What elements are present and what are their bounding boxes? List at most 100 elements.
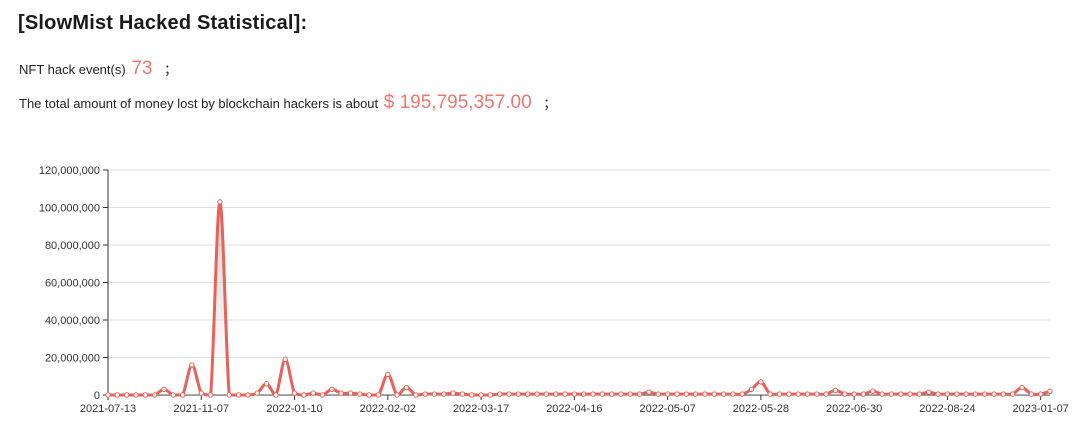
data-point[interactable] xyxy=(375,392,382,398)
data-point[interactable] xyxy=(758,379,764,385)
data-point[interactable] xyxy=(898,391,904,397)
data-point[interactable] xyxy=(142,392,149,398)
data-point[interactable] xyxy=(235,392,242,398)
data-point[interactable] xyxy=(338,390,344,396)
data-point[interactable] xyxy=(394,392,400,398)
data-point[interactable] xyxy=(525,391,531,397)
data-point[interactable] xyxy=(413,392,419,398)
data-point[interactable] xyxy=(170,392,176,398)
data-point[interactable] xyxy=(441,391,447,397)
data-point[interactable] xyxy=(403,384,410,391)
data-point[interactable] xyxy=(301,392,307,398)
data-point[interactable] xyxy=(1028,391,1035,397)
data-point[interactable] xyxy=(599,391,606,397)
data-point[interactable] xyxy=(730,391,736,397)
data-point[interactable] xyxy=(1047,388,1053,394)
data-point[interactable] xyxy=(674,391,680,397)
data-point[interactable] xyxy=(711,391,717,397)
data-point[interactable] xyxy=(123,392,130,398)
data-point[interactable] xyxy=(347,390,354,396)
data-point[interactable] xyxy=(926,389,932,395)
data-point[interactable] xyxy=(282,356,288,363)
data-point[interactable] xyxy=(991,391,997,397)
data-point[interactable] xyxy=(1037,391,1044,397)
data-point[interactable] xyxy=(702,391,708,397)
data-point[interactable] xyxy=(459,391,466,397)
data-point[interactable] xyxy=(552,391,559,397)
data-point[interactable] xyxy=(683,391,689,397)
data-point[interactable] xyxy=(870,388,876,394)
data-point[interactable] xyxy=(543,391,550,397)
data-point[interactable] xyxy=(692,391,699,397)
data-point[interactable] xyxy=(776,391,783,397)
data-point[interactable] xyxy=(562,391,568,397)
data-point[interactable] xyxy=(207,392,214,398)
data-point[interactable] xyxy=(1009,391,1016,397)
data-point[interactable] xyxy=(646,389,652,395)
data-point[interactable] xyxy=(860,391,867,397)
data-point[interactable] xyxy=(497,391,503,397)
data-point[interactable] xyxy=(664,391,671,397)
data-point[interactable] xyxy=(487,392,494,398)
data-point[interactable] xyxy=(385,371,391,378)
data-point[interactable] xyxy=(245,392,251,398)
data-point[interactable] xyxy=(329,386,335,393)
data-point[interactable] xyxy=(273,392,279,398)
data-point[interactable] xyxy=(879,391,885,397)
data-point[interactable] xyxy=(422,391,428,397)
data-point[interactable] xyxy=(842,391,848,397)
data-point[interactable] xyxy=(982,391,988,397)
data-point[interactable] xyxy=(590,391,596,397)
data-point[interactable] xyxy=(431,391,438,397)
data-point[interactable] xyxy=(627,391,633,397)
data-point[interactable] xyxy=(114,392,121,398)
data-point[interactable] xyxy=(851,391,857,397)
data-point[interactable] xyxy=(888,391,895,397)
data-point[interactable] xyxy=(972,391,979,397)
data-point[interactable] xyxy=(450,390,456,396)
data-point[interactable] xyxy=(179,392,186,398)
data-point[interactable] xyxy=(366,392,372,398)
data-point[interactable] xyxy=(963,391,969,397)
data-point[interactable] xyxy=(795,391,801,397)
data-point[interactable] xyxy=(310,390,316,396)
data-point[interactable] xyxy=(534,391,540,397)
data-point[interactable] xyxy=(786,391,792,397)
data-point[interactable] xyxy=(198,390,204,396)
data-point[interactable] xyxy=(357,391,363,397)
data-point[interactable] xyxy=(151,392,158,398)
data-point[interactable] xyxy=(226,392,232,398)
data-point[interactable] xyxy=(254,390,260,396)
data-point[interactable] xyxy=(823,391,829,397)
data-point[interactable] xyxy=(767,391,773,397)
data-point[interactable] xyxy=(954,391,960,397)
data-point[interactable] xyxy=(804,391,811,397)
data-point[interactable] xyxy=(161,386,167,393)
data-point[interactable] xyxy=(907,391,913,397)
data-point[interactable] xyxy=(291,390,298,396)
data-point[interactable] xyxy=(217,199,223,205)
data-point[interactable] xyxy=(814,391,820,397)
data-point[interactable] xyxy=(916,391,923,397)
data-point[interactable] xyxy=(608,391,615,397)
data-point[interactable] xyxy=(1000,391,1007,397)
data-point[interactable] xyxy=(935,391,941,397)
data-point[interactable] xyxy=(515,391,522,397)
data-point[interactable] xyxy=(105,392,111,398)
data-point[interactable] xyxy=(571,391,578,397)
data-point[interactable] xyxy=(1019,384,1025,391)
data-point[interactable] xyxy=(832,387,839,394)
data-point[interactable] xyxy=(618,391,624,397)
data-point[interactable] xyxy=(506,391,512,397)
data-point[interactable] xyxy=(655,391,661,397)
data-point[interactable] xyxy=(319,392,326,398)
data-point[interactable] xyxy=(944,391,951,397)
data-point[interactable] xyxy=(720,391,727,397)
data-point[interactable] xyxy=(189,362,195,368)
data-point[interactable] xyxy=(133,392,139,398)
data-point[interactable] xyxy=(739,391,745,397)
data-point[interactable] xyxy=(469,392,475,398)
data-point[interactable] xyxy=(636,391,643,397)
data-point[interactable] xyxy=(748,386,755,393)
data-point[interactable] xyxy=(580,391,587,397)
